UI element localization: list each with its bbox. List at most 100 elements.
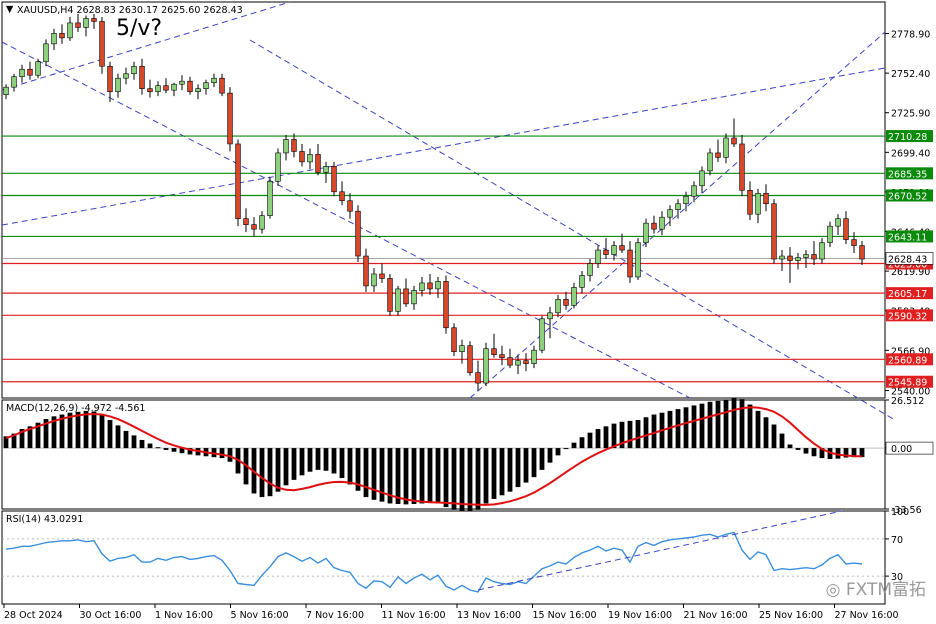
macd-histogram-bar	[299, 448, 305, 476]
macd-histogram-bar	[187, 448, 193, 455]
resistance-tag-bg	[886, 230, 933, 243]
macd-histogram-bar	[275, 448, 281, 492]
macd-histogram-bar	[843, 448, 849, 458]
header-arrow-icon[interactable]: ▼	[6, 4, 14, 15]
time-tick-label: 21 Nov 16:00	[684, 610, 748, 621]
bear-candle-body	[227, 92, 233, 145]
bull-candle-body	[779, 255, 785, 260]
candle	[523, 353, 529, 372]
candle	[851, 232, 857, 254]
candle	[339, 181, 345, 206]
macd-histogram-bar	[539, 448, 545, 470]
macd-histogram-bar	[403, 448, 409, 505]
panel-frame-1	[1, 1, 886, 399]
bull-candle-body	[667, 209, 673, 218]
bull-candle-body	[635, 242, 641, 278]
candle	[147, 79, 153, 98]
bear-candle-body	[443, 281, 449, 329]
macd-histogram-bar	[779, 433, 785, 449]
bull-candle-body	[395, 288, 401, 312]
macd-histogram-bar	[563, 448, 569, 450]
candle	[507, 348, 513, 369]
candle	[163, 78, 169, 94]
bear-candle-body	[715, 152, 721, 158]
candle	[827, 221, 833, 248]
bear-candle-body	[851, 239, 857, 246]
macd-histogram-bar	[171, 448, 177, 452]
candle	[843, 211, 849, 245]
macd-histogram-bar	[411, 448, 417, 504]
macd-histogram-bar	[67, 412, 73, 449]
candle	[3, 84, 9, 100]
macd-histogram-bar	[379, 448, 385, 502]
macd-histogram-bar	[715, 400, 721, 449]
candle	[363, 248, 369, 292]
macd-histogram-bar	[291, 448, 297, 480]
bull-candle-body	[267, 181, 273, 216]
macd-zero-tag-bg	[885, 441, 934, 455]
candle	[395, 285, 401, 316]
macd-histogram-bar	[627, 420, 633, 449]
candle	[587, 259, 593, 282]
price-axis: 2540.002566.902593.402619.902646.402672.…	[885, 30, 930, 398]
candle	[699, 166, 705, 194]
support-tag: 2545.89	[888, 378, 927, 389]
macd-histogram-bar	[683, 407, 689, 449]
macd-histogram-bar	[59, 414, 65, 449]
bull-candle-body	[659, 216, 665, 230]
resistance-tag-bg	[886, 189, 933, 202]
candle	[835, 214, 841, 236]
candle	[427, 273, 433, 295]
bear-candle-body	[163, 85, 169, 91]
current-price-tag-bg	[885, 252, 934, 265]
candle	[771, 199, 777, 264]
time-tick-label: 13 Nov 16:00	[457, 610, 521, 621]
bull-candle-body	[179, 80, 185, 85]
rsi-title: RSI(14) 43.0291	[6, 514, 83, 525]
candle	[171, 82, 177, 97]
bull-candle-body	[579, 275, 585, 288]
candle	[635, 238, 641, 280]
broker-watermark: ◎ FXTM富拓	[826, 575, 926, 600]
bull-candle-body	[211, 77, 217, 83]
time-tick-label: 30 Oct 16:00	[80, 610, 142, 621]
price-tick-label: 2752.40	[891, 69, 930, 80]
candle	[227, 87, 233, 152]
channel-line-1	[1, 1, 291, 91]
macd-histogram-bar	[859, 448, 865, 458]
candle	[811, 241, 817, 266]
candle	[795, 253, 801, 270]
candle	[611, 241, 617, 261]
macd-histogram-bar	[587, 432, 593, 449]
candle	[371, 267, 377, 292]
macd-histogram-bar	[547, 448, 553, 463]
macd-histogram-bar	[227, 448, 233, 462]
candle	[179, 75, 185, 91]
bear-candle-body	[243, 218, 249, 225]
macd-histogram-bar	[51, 416, 57, 449]
channel-line-4	[469, 31, 886, 399]
macd-histogram-bar	[723, 399, 729, 449]
bear-candle-body	[219, 77, 225, 94]
macd-histogram-bar	[571, 442, 577, 449]
resistance-tag-bg	[886, 167, 933, 180]
bear-candle-body	[771, 203, 777, 260]
bear-candle-body	[59, 33, 65, 39]
macd-histogram-bar	[155, 447, 161, 449]
bear-candle-body	[467, 345, 473, 373]
candle	[195, 84, 201, 100]
price-tick-label: 2778.90	[891, 30, 930, 41]
candle	[91, 13, 97, 29]
bear-candle-body	[235, 143, 241, 219]
wave-annotation: 5/v?	[116, 16, 162, 41]
rsi-trend-line	[477, 510, 843, 591]
time-axis: 28 Oct 2024 30 Oct 16:00 1 Nov 16:00 5 Nov …	[3, 604, 899, 621]
candle	[619, 233, 625, 254]
candle	[355, 205, 361, 263]
time-tick-label: 27 Nov 16:00	[835, 610, 899, 621]
support-tag: 2590.32	[888, 311, 927, 322]
candle	[571, 282, 577, 309]
candle	[667, 205, 673, 227]
macd-histogram-bar	[395, 448, 401, 504]
candle	[435, 276, 441, 298]
